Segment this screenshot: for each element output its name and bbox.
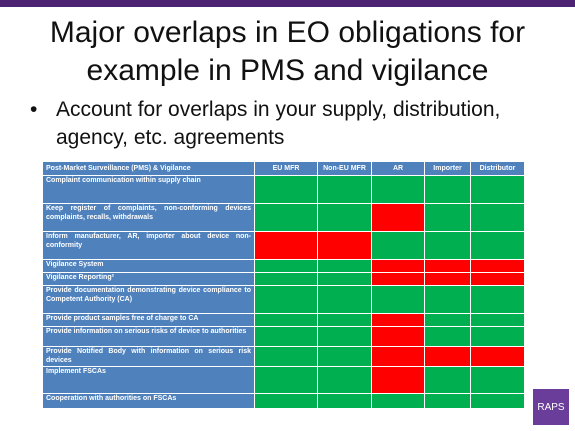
status-cell-green bbox=[470, 203, 525, 232]
status-cell-green bbox=[470, 326, 525, 347]
status-cell-green bbox=[371, 285, 425, 314]
status-cell-green bbox=[317, 313, 372, 327]
status-cell-red bbox=[470, 346, 525, 367]
status-cell-green bbox=[317, 393, 372, 409]
status-cell-green bbox=[254, 346, 318, 367]
status-cell-green bbox=[254, 313, 318, 327]
status-cell-red bbox=[371, 259, 425, 273]
table-header-row: Post-Market Surveillance (PMS) & Vigilan… bbox=[42, 161, 525, 176]
status-cell-green bbox=[470, 285, 525, 314]
header-cell: EU MFR bbox=[254, 161, 318, 176]
table-row: Provide documentation demonstrating devi… bbox=[42, 285, 525, 314]
status-cell-green bbox=[371, 175, 425, 204]
table-row: Provide Notified Body with information o… bbox=[42, 346, 525, 367]
row-label: Vigilance System bbox=[42, 259, 255, 273]
status-cell-green bbox=[424, 203, 471, 232]
header-cell: AR bbox=[371, 161, 425, 176]
status-cell-green bbox=[254, 326, 318, 347]
row-label: Provide documentation demonstrating devi… bbox=[42, 285, 255, 314]
status-cell-green bbox=[424, 175, 471, 204]
status-cell-red bbox=[371, 313, 425, 327]
status-cell-green bbox=[424, 366, 471, 394]
status-cell-green bbox=[254, 259, 318, 273]
status-cell-green bbox=[254, 203, 318, 232]
row-label: Keep register of complaints, non-conform… bbox=[42, 203, 255, 232]
status-cell-green bbox=[371, 231, 425, 260]
status-cell-red bbox=[424, 259, 471, 273]
bullet-text: Account for overlaps in your supply, dis… bbox=[56, 98, 501, 149]
top-accent-bar bbox=[0, 0, 575, 7]
status-cell-red bbox=[254, 231, 318, 260]
status-cell-red bbox=[371, 203, 425, 232]
status-cell-green bbox=[424, 231, 471, 260]
obligations-table: Post-Market Surveillance (PMS) & Vigilan… bbox=[42, 161, 525, 409]
row-label: Provide information on serious risks of … bbox=[42, 326, 255, 347]
header-cell: Distributor bbox=[470, 161, 525, 176]
status-cell-green bbox=[317, 203, 372, 232]
row-label: Provide Notified Body with information o… bbox=[42, 346, 255, 367]
status-cell-green bbox=[317, 285, 372, 314]
table-row: Provide information on serious risks of … bbox=[42, 326, 525, 347]
status-cell-green bbox=[470, 231, 525, 260]
status-cell-red bbox=[371, 346, 425, 367]
status-cell-green bbox=[254, 175, 318, 204]
status-cell-green bbox=[424, 285, 471, 314]
status-cell-red bbox=[371, 366, 425, 394]
row-label: Cooperation with authorities on FSCAs bbox=[42, 393, 255, 409]
row-label: Implement FSCAs bbox=[42, 366, 255, 394]
status-cell-green bbox=[470, 366, 525, 394]
table-row: Keep register of complaints, non-conform… bbox=[42, 203, 525, 232]
table-row: Complaint communication within supply ch… bbox=[42, 175, 525, 204]
status-cell-red bbox=[317, 231, 372, 260]
status-cell-red bbox=[371, 326, 425, 347]
row-label: Provide product samples free of charge t… bbox=[42, 313, 255, 327]
status-cell-green bbox=[317, 175, 372, 204]
table-row: Implement FSCAs bbox=[42, 366, 525, 394]
status-cell-green bbox=[317, 272, 372, 286]
status-cell-green bbox=[317, 346, 372, 367]
slide-title: Major overlaps in EO obligations for exa… bbox=[49, 16, 526, 87]
bullet-dot-icon: • bbox=[30, 98, 38, 121]
row-label: Complaint communication within supply ch… bbox=[42, 175, 255, 204]
status-cell-green bbox=[254, 272, 318, 286]
status-cell-green bbox=[424, 393, 471, 409]
header-cell: Non-EU MFR bbox=[317, 161, 372, 176]
table-row: Inform manufacturer, AR, importer about … bbox=[42, 231, 525, 260]
status-cell-green bbox=[317, 366, 372, 394]
status-cell-green bbox=[254, 393, 318, 409]
status-cell-green bbox=[470, 393, 525, 409]
status-cell-green bbox=[254, 366, 318, 394]
status-cell-red bbox=[470, 259, 525, 273]
table-row: Vigilance Reporting² bbox=[42, 272, 525, 286]
status-cell-green bbox=[470, 313, 525, 327]
status-cell-green bbox=[424, 326, 471, 347]
header-cell: Post-Market Surveillance (PMS) & Vigilan… bbox=[42, 161, 255, 176]
status-cell-red bbox=[424, 346, 471, 367]
status-cell-green bbox=[317, 259, 372, 273]
table-row: Provide product samples free of charge t… bbox=[42, 313, 525, 327]
row-label: Inform manufacturer, AR, importer about … bbox=[42, 231, 255, 260]
table-row: Cooperation with authorities on FSCAs bbox=[42, 393, 525, 409]
table-row: Vigilance System bbox=[42, 259, 525, 273]
status-cell-green bbox=[470, 175, 525, 204]
status-cell-green bbox=[424, 313, 471, 327]
status-cell-green bbox=[317, 326, 372, 347]
status-cell-red bbox=[424, 272, 471, 286]
header-cell: Importer bbox=[424, 161, 471, 176]
status-cell-green bbox=[254, 285, 318, 314]
status-cell-red bbox=[470, 272, 525, 286]
row-label: Vigilance Reporting² bbox=[42, 272, 255, 286]
status-cell-green bbox=[371, 393, 425, 409]
status-cell-red bbox=[371, 272, 425, 286]
raps-logo: RAPS bbox=[533, 389, 569, 425]
